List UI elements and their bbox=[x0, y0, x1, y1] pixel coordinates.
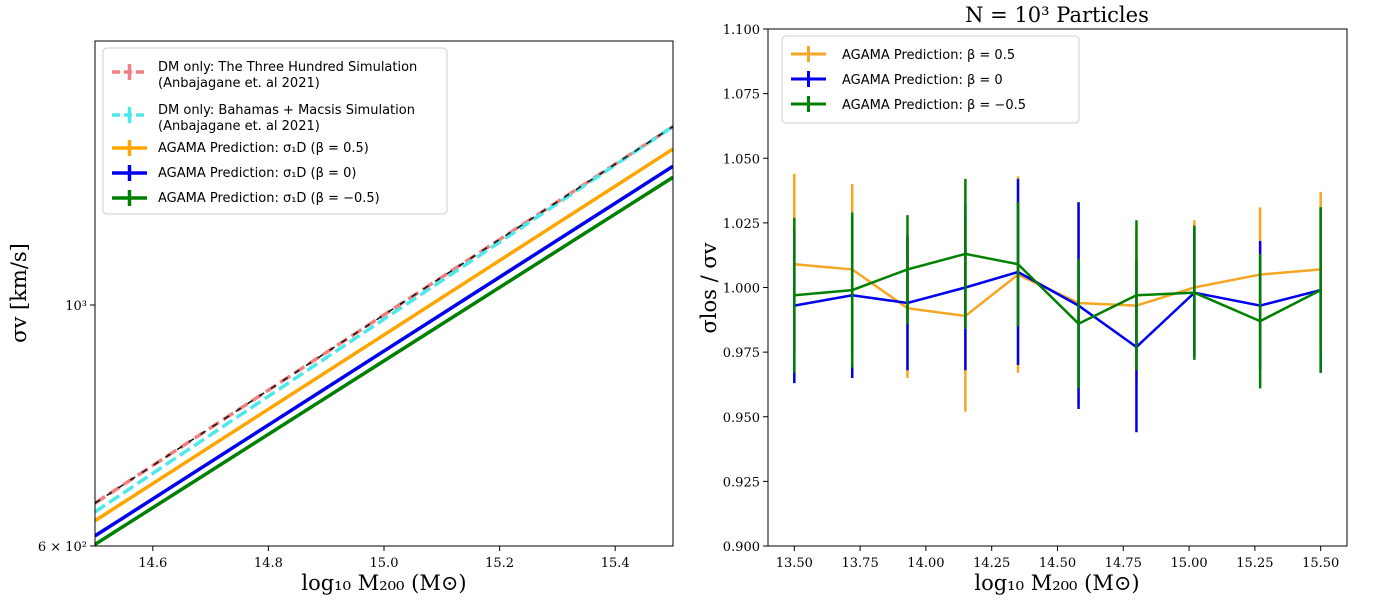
left-series-line-2 bbox=[95, 147, 673, 523]
right-x-tick-label: 15.00 bbox=[1170, 556, 1207, 571]
left-x-tick-label: 15.0 bbox=[370, 556, 399, 571]
left-chart: 14.6 14.8 15.0 15.2 15.4 6 × 10² 10³ log₁₀ M₂₀… bbox=[7, 40, 674, 595]
right-x-tick-label: 13.75 bbox=[842, 556, 879, 571]
left-legend-label: AGAMA Prediction: σ₁D (β = 0) bbox=[158, 166, 356, 181]
left-series-line-3 bbox=[95, 164, 673, 538]
left-legend-label-line2: (Anbajagane et. al 2021) bbox=[158, 119, 320, 134]
right-x-tick-label: 15.50 bbox=[1302, 556, 1339, 571]
right-series-1 bbox=[793, 178, 1322, 433]
left-x-tick-label: 15.4 bbox=[601, 556, 630, 571]
left-legend-label-line2: (Anbajagane et. al 2021) bbox=[158, 76, 320, 91]
left-plot-lines bbox=[95, 125, 673, 546]
left-series-line-0 bbox=[95, 125, 673, 505]
right-y-tick-label: 1.100 bbox=[723, 23, 760, 38]
right-y-tick-label: 0.950 bbox=[723, 411, 760, 426]
right-plot-lines bbox=[793, 173, 1322, 433]
right-y-tick-label: 1.000 bbox=[723, 282, 760, 297]
left-y-tick-label: 10³ bbox=[65, 299, 87, 314]
left-reference-dash bbox=[95, 125, 673, 504]
right-x-tick-label: 13.50 bbox=[776, 556, 813, 571]
right-series-line-2 bbox=[794, 252, 1322, 326]
right-y-tick-label: 1.025 bbox=[723, 217, 760, 232]
right-legend-box bbox=[781, 35, 1080, 124]
right-legend-label: AGAMA Prediction: β = 0.5 bbox=[842, 48, 1015, 63]
right-x-tick-label: 14.25 bbox=[973, 556, 1010, 571]
left-x-tick-label: 14.6 bbox=[138, 556, 167, 571]
right-x-tick-label: 14.75 bbox=[1105, 556, 1142, 571]
right-legend-label: AGAMA Prediction: β = −0.5 bbox=[842, 98, 1026, 113]
right-series-line-1 bbox=[794, 270, 1321, 349]
right-y-tick-label: 0.900 bbox=[723, 540, 760, 555]
left-legend-label: AGAMA Prediction: σ₁D (β = −0.5) bbox=[158, 191, 380, 206]
right-series-2 bbox=[793, 178, 1322, 389]
left-x-tick-label: 14.8 bbox=[254, 556, 283, 571]
right-x-tick-label: 15.25 bbox=[1236, 556, 1273, 571]
left-series-line-1 bbox=[95, 125, 673, 514]
right-y-tick-label: 0.975 bbox=[723, 346, 760, 361]
left-legend-box bbox=[102, 47, 448, 215]
left-legend: DM only: The Three Hundred Simulation(An… bbox=[102, 47, 448, 215]
right-y-axis-label: σlos / σv bbox=[697, 242, 721, 333]
right-legend-label: AGAMA Prediction: β = 0 bbox=[842, 73, 1003, 88]
left-legend-label: DM only: The Three Hundred Simulation bbox=[158, 60, 417, 75]
left-x-tick-label: 15.2 bbox=[485, 556, 514, 571]
right-x-tick-label: 14.00 bbox=[907, 556, 944, 571]
right-legend: AGAMA Prediction: β = 0.5 AGAMA Predictio… bbox=[781, 35, 1080, 124]
left-x-axis-label: log₁₀ M₂₀₀ (M⊙) bbox=[301, 571, 466, 595]
right-x-tick-label: 14.50 bbox=[1039, 556, 1076, 571]
right-chart-title: N = 10³ Particles bbox=[965, 3, 1149, 27]
left-legend-label: DM only: Bahamas + Macsis Simulation bbox=[158, 103, 415, 118]
right-ticks: 13.50 13.75 14.00 14.25 14.50 14.75 15.00 15.25… bbox=[723, 23, 1340, 571]
right-y-tick-label: 0.925 bbox=[723, 475, 760, 490]
right-x-axis-label: log₁₀ M₂₀₀ (M⊙) bbox=[974, 571, 1139, 595]
left-legend-label: AGAMA Prediction: σ₁D (β = 0.5) bbox=[158, 141, 369, 156]
right-chart: N = 10³ Particles 13.50 13.75 14.00 14.25 14… bbox=[697, 3, 1348, 595]
left-series-line-4 bbox=[95, 175, 673, 546]
left-y-tick-label: 6 × 10² bbox=[38, 540, 87, 555]
right-y-tick-label: 1.075 bbox=[723, 88, 760, 103]
right-series-line-0 bbox=[794, 262, 1321, 318]
right-y-tick-label: 1.050 bbox=[723, 152, 760, 167]
left-ticks: 14.6 14.8 15.0 15.2 15.4 6 × 10² 10³ bbox=[38, 299, 630, 571]
left-y-axis-label: σv [km/s] bbox=[7, 243, 31, 343]
